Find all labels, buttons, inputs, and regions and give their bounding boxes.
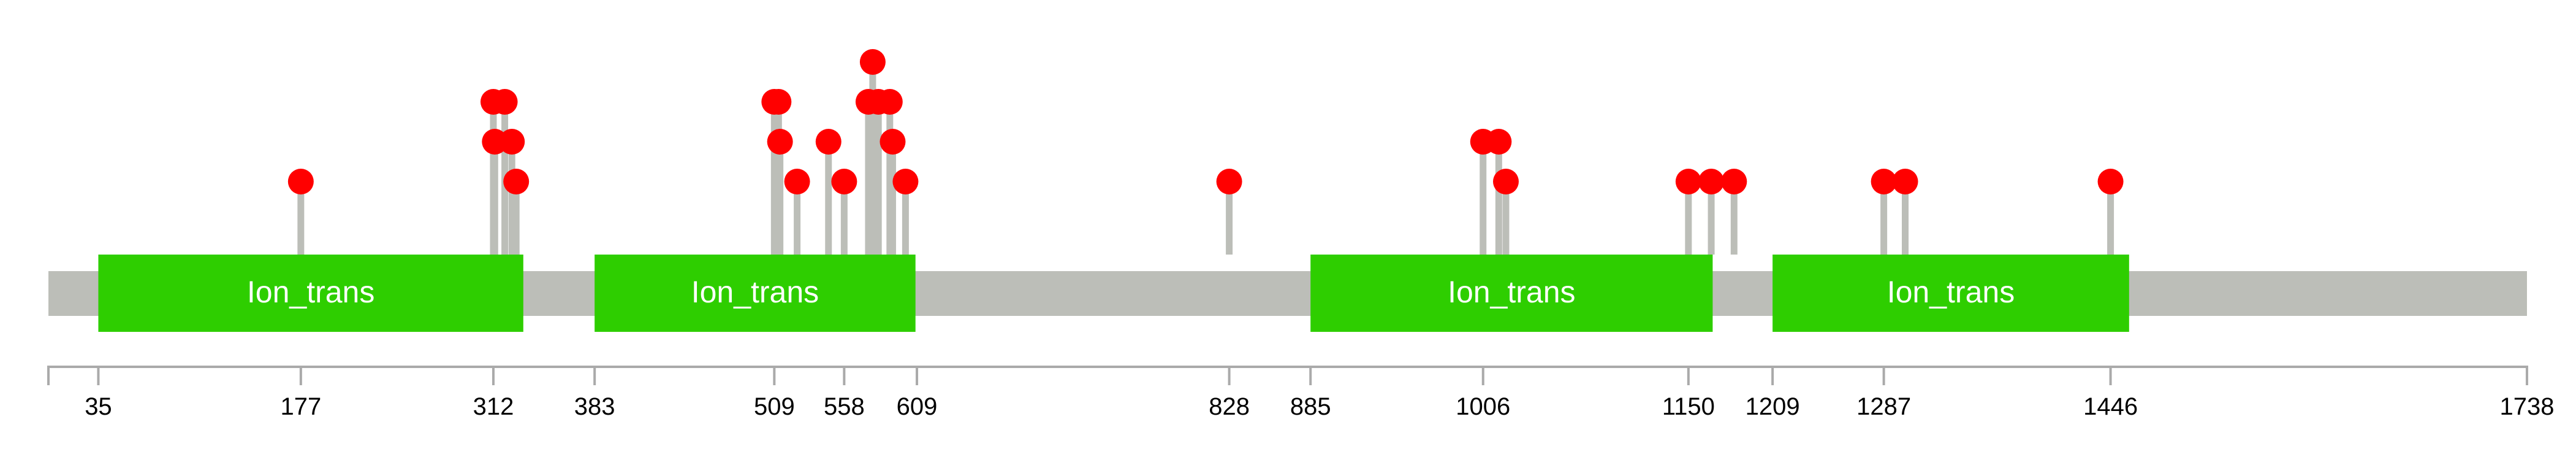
domain-box — [1772, 255, 2129, 332]
mutation-heads — [287, 49, 2124, 194]
mutation-point[interactable] — [1871, 169, 1897, 194]
axis-tick-label: 885 — [1290, 393, 1331, 420]
mutation-point[interactable] — [892, 169, 919, 194]
domain-box — [98, 255, 523, 332]
domain-ion-trans: Ion_trans — [98, 255, 523, 332]
mutation-point[interactable] — [831, 169, 857, 194]
domain-ion-trans: Ion_trans — [1772, 255, 2129, 332]
mutation-point[interactable] — [499, 129, 525, 155]
mutation-point[interactable] — [503, 169, 530, 194]
axis-tick-label: 509 — [754, 393, 795, 420]
mutation-point[interactable] — [1892, 169, 1918, 194]
mutation-point[interactable] — [1698, 169, 1725, 194]
mutation-point[interactable] — [880, 129, 906, 155]
mutation-point[interactable] — [767, 129, 793, 155]
mutation-point[interactable] — [287, 169, 314, 194]
axis-tick-label: 1006 — [1456, 393, 1510, 420]
mutation-point[interactable] — [766, 89, 792, 115]
axis-tick-label: 1150 — [1662, 393, 1715, 420]
domains: Ion_trans Ion_trans Ion_trans Ion_trans — [98, 255, 2129, 332]
mutation-point[interactable] — [1721, 169, 1747, 194]
mutation-point[interactable] — [859, 49, 886, 75]
domain-label: Ion_trans — [1448, 275, 1575, 309]
domain-ion-trans: Ion_trans — [1310, 255, 1713, 332]
position-axis: 35 177 312 383 509 558 609 828 885 1006 1150 1209 12… — [47, 366, 2555, 420]
mutation-point[interactable] — [1486, 129, 1512, 155]
mutation-point[interactable] — [784, 169, 810, 194]
axis-tick-label: 1287 — [1856, 393, 1911, 420]
domain-label: Ion_trans — [691, 275, 819, 309]
axis-tick-label: 609 — [897, 393, 938, 420]
axis-tick-label: 558 — [824, 393, 865, 420]
domain-box — [1310, 255, 1713, 332]
mutation-point[interactable] — [1675, 169, 1701, 194]
axis-tick-label: 35 — [85, 393, 112, 420]
axis-tick-label: 177 — [280, 393, 321, 420]
axis-tick-label: 1738 — [2500, 393, 2555, 420]
mutation-point[interactable] — [2097, 169, 2124, 194]
mutation-point[interactable] — [1493, 169, 1519, 194]
mutation-point[interactable] — [876, 89, 903, 115]
axis-tick-label: 828 — [1209, 393, 1250, 420]
domain-label: Ion_trans — [247, 275, 374, 309]
domain-box — [595, 255, 916, 332]
mutation-point[interactable] — [1216, 169, 1242, 194]
domain-ion-trans: Ion_trans — [595, 255, 916, 332]
domain-label: Ion_trans — [1887, 275, 2015, 309]
axis-tick-label: 1446 — [2083, 393, 2138, 420]
axis-tick-label: 1209 — [1746, 393, 1800, 420]
mutation-point[interactable] — [492, 89, 518, 115]
axis-tick-label: 383 — [574, 393, 615, 420]
axis-tick-label: 312 — [473, 393, 514, 420]
mutation-point[interactable] — [815, 129, 842, 155]
mutation-stems — [297, 62, 2114, 255]
